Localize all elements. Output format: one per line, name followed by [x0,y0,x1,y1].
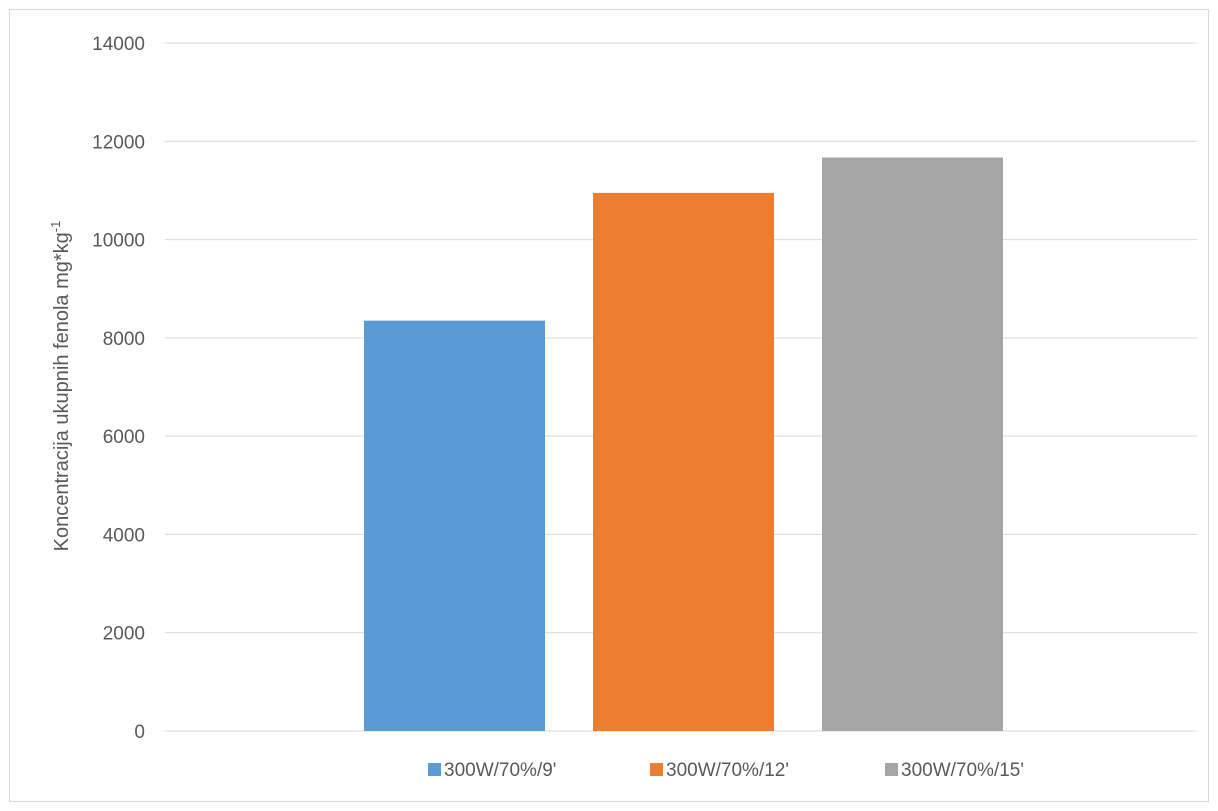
y-tick-label: 0 [134,722,145,743]
legend-label: 300W/70%/12' [666,760,789,781]
y-axis-ticks: 0 2000 4000 6000 8000 10000 12000 14000 [92,34,145,743]
legend-swatch [885,763,898,776]
legend: 300W/70%/9' 300W/70%/12' 300W/70%/15' [428,760,1024,781]
y-axis-title-superscript: -1 [48,221,63,233]
y-tick-label: 12000 [92,132,145,153]
bars [364,157,1003,731]
bar [822,157,1003,731]
y-tick-label: 8000 [103,329,145,350]
bar [593,192,774,731]
y-axis-title-text: Koncentracija ukupnih fenola mg*kg [51,232,73,551]
y-tick-label: 4000 [103,525,145,546]
y-tick-label: 14000 [92,34,145,55]
legend-swatch [650,763,663,776]
y-tick-label: 6000 [103,427,145,448]
y-axis-title: Koncentracija ukupnih fenola mg*kg-1 [48,221,73,552]
legend-label: 300W/70%/9' [444,760,556,781]
legend-swatch [428,763,441,776]
y-tick-label: 2000 [103,624,145,645]
bar [364,320,545,731]
legend-label: 300W/70%/15' [901,760,1024,781]
y-tick-label: 10000 [92,231,145,252]
